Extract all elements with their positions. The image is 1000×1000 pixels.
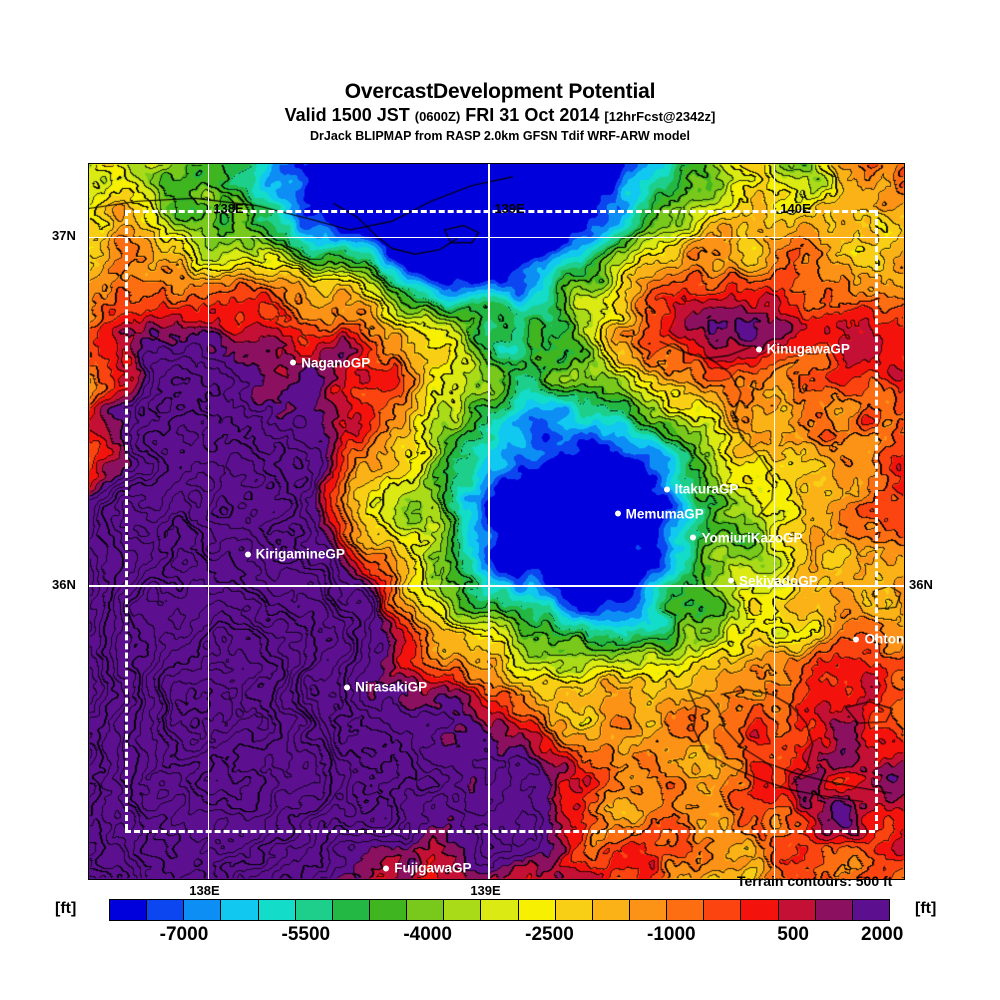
valid-main: Valid 1500 JST — [284, 105, 410, 125]
valid-time-line: Valid 1500 JST (0600Z) FRI 31 Oct 2014 [… — [0, 105, 1000, 127]
station-marker-nirasakigp[interactable]: NirasakiGP — [344, 680, 427, 695]
station-marker-itakuragp[interactable]: ItakuraGP — [663, 481, 739, 497]
forecast-tag: [12hrFcst@2342z] — [604, 109, 716, 124]
station-marker-yomiurikazogp[interactable]: YomiuriKazoGP — [690, 530, 802, 545]
station-label: KinugawaGP — [766, 341, 850, 357]
colorbar-swatch-16 — [704, 900, 742, 920]
station-marker-kirigaminegp[interactable]: KirigamineGP — [244, 546, 345, 562]
colorbar-tick--2500: -2500 — [525, 924, 574, 945]
colorbar-swatches — [109, 899, 890, 921]
station-dot-icon — [614, 510, 621, 517]
station-label: SekiyadoGP — [738, 573, 818, 589]
colorbar-tick--1000: -1000 — [647, 924, 696, 945]
station-dot-icon — [727, 577, 734, 584]
colorbar-tick--5500: -5500 — [281, 924, 331, 945]
station-marker-ohtone[interactable]: Ohtone — [853, 631, 905, 647]
forecast-map[interactable]: NaganoGP KinugawaGP ItakuraGP MemumaGP Yomiu… — [88, 163, 905, 880]
station-dot-icon — [853, 636, 860, 643]
colorbar-swatch-12 — [555, 900, 593, 920]
colorbar-swatch-5 — [295, 900, 333, 920]
colorbar-swatch-18 — [778, 900, 816, 920]
longitude-gridline-2 — [773, 164, 776, 879]
latitude-gridline-1 — [89, 585, 904, 587]
longitude-label-139E-bottom: 139E — [470, 883, 501, 898]
station-label: MemumaGP — [625, 506, 704, 522]
domain-boundary-bottom — [124, 830, 876, 834]
colorbar-swatch-8 — [407, 900, 445, 920]
valid-zulu: (0600Z) — [414, 109, 461, 124]
longitude-gridline-0 — [207, 164, 210, 879]
colorbar-tick--4000: -4000 — [403, 924, 452, 945]
domain-boundary-right — [875, 209, 879, 831]
station-marker-sekiyadogp[interactable]: SekiyadoGP — [727, 573, 818, 589]
colorbar-swatch-6 — [332, 900, 370, 920]
colorbar-swatch-0 — [110, 900, 148, 920]
colorbar-swatch-17 — [741, 900, 779, 920]
station-label: KirigamineGP — [255, 546, 345, 562]
colorbar-unit-left: [ft] — [55, 900, 77, 917]
colorbar-swatch-4 — [258, 900, 296, 920]
terrain-contour-note: Terrain contours: 500 ft — [737, 873, 893, 889]
station-label: NaganoGP — [301, 355, 371, 371]
colorbar-swatch-9 — [444, 900, 482, 920]
station-label: Ohtone — [864, 631, 905, 647]
longitude-gridline-1 — [488, 164, 490, 879]
page-title: OvercastDevelopment Potential — [344, 80, 656, 103]
colorbar-swatch-14 — [629, 900, 668, 920]
station-marker-memumagp[interactable]: MemumaGP — [614, 506, 704, 522]
model-line: DrJack BLIPMAP from RASP 2.0km GFSN Tdif… — [310, 129, 690, 143]
colorbar-swatch-15 — [667, 900, 705, 920]
station-marker-naganogp[interactable]: NaganoGP — [290, 355, 370, 370]
station-dot-icon — [344, 684, 351, 691]
colorbar-swatch-20 — [852, 900, 889, 920]
station-label: FujigawaGP — [394, 860, 472, 876]
longitude-label-139E-top: 139E — [494, 201, 525, 216]
colorbar-swatch-19 — [815, 900, 853, 920]
station-label: NirasakiGP — [355, 679, 428, 695]
colorbar-swatch-11 — [518, 900, 556, 920]
colorbar-swatch-3 — [221, 900, 259, 920]
station-label: ItakuraGP — [674, 481, 739, 497]
station-dot-icon — [663, 486, 670, 493]
station-dot-icon — [755, 346, 762, 353]
station-marker-kinugawagp[interactable]: KinugawaGP — [755, 341, 850, 357]
colorbar-swatch-7 — [369, 900, 408, 920]
latitude-gridline-0 — [89, 236, 904, 239]
latitude-label-36N-left: 36N — [52, 577, 76, 593]
colorbar-tick-500: 500 — [777, 924, 809, 945]
colorbar: [ft] [ft] -7000 -5500 -4000 -2500 -1000 500 20… — [0, 893, 1000, 948]
colorbar-tick--7000: -7000 — [159, 924, 209, 945]
colorbar-unit-right: [ft] — [915, 900, 937, 917]
colorbar-swatch-1 — [147, 900, 185, 920]
colorbar-swatch-13 — [592, 900, 630, 920]
map-raster — [89, 164, 904, 879]
longitude-label-138E-bottom: 138E — [189, 883, 220, 898]
title-block: OvercastDevelopment Potential Valid 1500… — [0, 80, 1000, 144]
colorbar-tick-2000: 2000 — [861, 924, 904, 945]
station-marker-fujigawagp[interactable]: FujigawaGP — [383, 861, 471, 876]
longitude-label-138E-top: 138E — [213, 201, 244, 216]
station-dot-icon — [244, 551, 251, 558]
longitude-label-140E-top: 140E — [780, 201, 811, 216]
colorbar-swatch-2 — [184, 900, 222, 920]
station-dot-icon — [383, 865, 390, 872]
colorbar-swatch-10 — [481, 900, 519, 920]
station-label: YomiuriKazoGP — [701, 530, 803, 546]
latitude-label-36N-right: 36N — [909, 577, 933, 593]
domain-boundary-top — [124, 209, 876, 213]
valid-date: FRI 31 Oct 2014 — [465, 105, 600, 125]
station-dot-icon — [290, 359, 297, 366]
domain-boundary-left — [124, 209, 128, 831]
station-dot-icon — [690, 534, 697, 541]
latitude-label-37N-left: 37N — [52, 228, 76, 244]
